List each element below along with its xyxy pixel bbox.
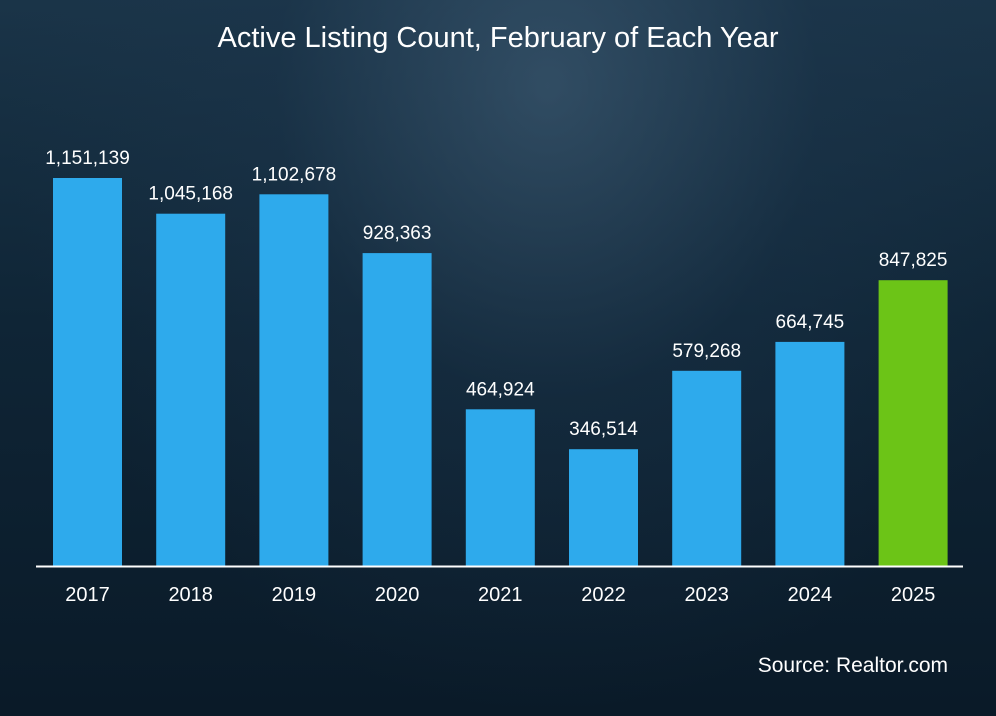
bar-2017 <box>53 178 122 566</box>
x-tick-2025: 2025 <box>891 584 936 606</box>
source-note: Source: Realtor.com <box>757 654 948 677</box>
bar-2025 <box>878 280 948 566</box>
value-label-2021: 464,924 <box>466 379 535 400</box>
bar-2019 <box>259 194 329 567</box>
chart-title: Active Listing Count, February of Each Y… <box>217 22 779 54</box>
x-tick-2018: 2018 <box>168 584 213 606</box>
value-label-2018: 1,045,168 <box>148 184 233 205</box>
value-label-2024: 664,745 <box>776 312 845 333</box>
x-tick-2024: 2024 <box>788 584 833 606</box>
value-label-2020: 928,363 <box>363 223 432 244</box>
x-tick-2023: 2023 <box>684 584 729 606</box>
bar-2020 <box>362 253 432 566</box>
x-tick-2017: 2017 <box>65 584 110 606</box>
value-label-2023: 579,268 <box>672 341 741 362</box>
bar-2024 <box>775 341 845 566</box>
x-tick-2022: 2022 <box>581 584 626 606</box>
bar-2018 <box>156 213 226 566</box>
bar-2023 <box>672 370 742 566</box>
x-tick-2019: 2019 <box>272 584 317 606</box>
value-label-2017: 1,151,139 <box>45 148 130 169</box>
x-tick-2020: 2020 <box>375 584 420 606</box>
x-tick-2021: 2021 <box>478 584 523 606</box>
bar-2022 <box>569 449 638 566</box>
value-label-2025: 847,825 <box>879 250 948 271</box>
value-label-2019: 1,102,678 <box>252 164 337 185</box>
bar-2021 <box>465 409 535 566</box>
value-label-2022: 346,514 <box>569 419 638 440</box>
